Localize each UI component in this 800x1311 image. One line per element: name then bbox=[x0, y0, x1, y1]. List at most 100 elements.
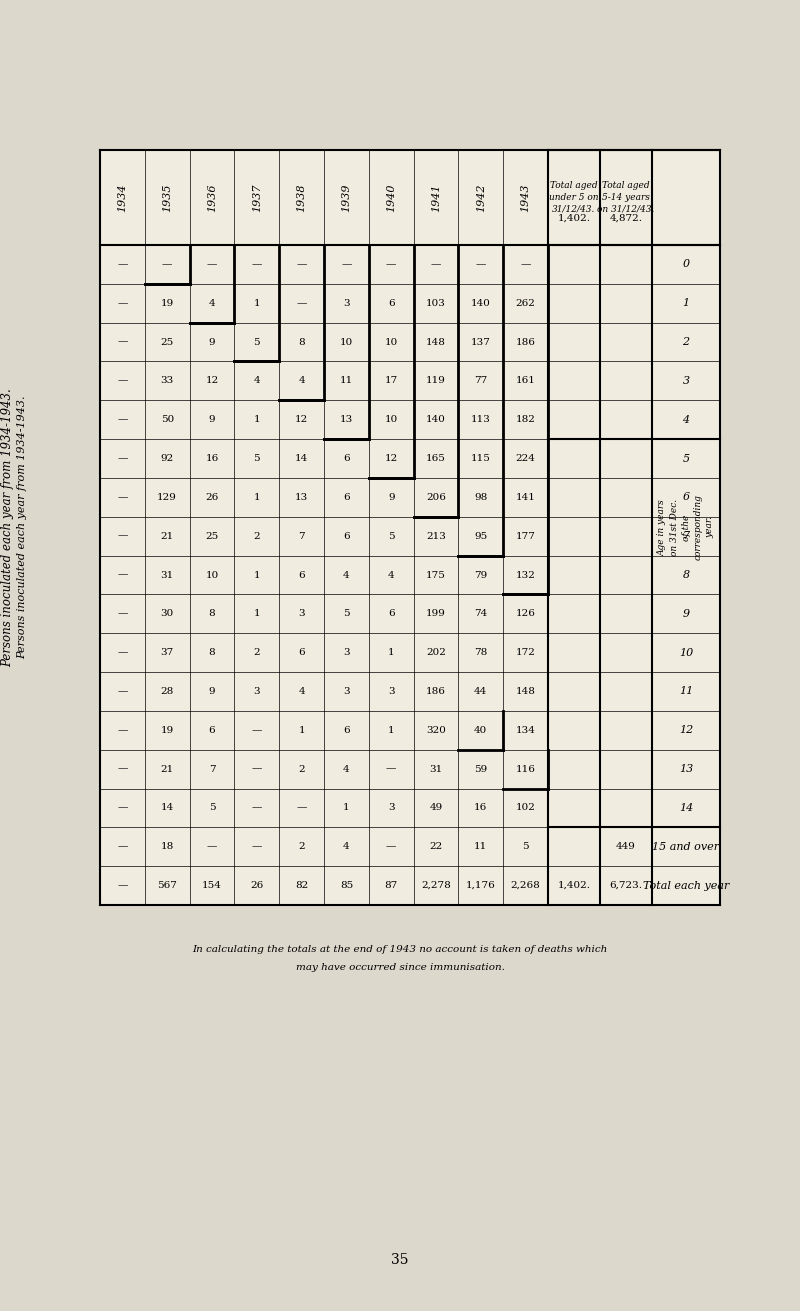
Text: —: — bbox=[118, 493, 127, 502]
Text: 1943: 1943 bbox=[521, 184, 530, 212]
Text: 3: 3 bbox=[298, 610, 305, 619]
Text: 2: 2 bbox=[298, 764, 305, 773]
Text: 10: 10 bbox=[340, 337, 353, 346]
Text: 224: 224 bbox=[516, 454, 535, 463]
Text: 14: 14 bbox=[679, 802, 693, 813]
Text: 5: 5 bbox=[343, 610, 350, 619]
Text: 6: 6 bbox=[343, 726, 350, 734]
Text: 10: 10 bbox=[385, 416, 398, 425]
Text: 44: 44 bbox=[474, 687, 487, 696]
Text: 2,268: 2,268 bbox=[510, 881, 541, 890]
Text: 119: 119 bbox=[426, 376, 446, 385]
Text: 8: 8 bbox=[682, 570, 690, 579]
Text: 182: 182 bbox=[516, 416, 535, 425]
Text: —: — bbox=[521, 260, 530, 269]
Text: —: — bbox=[386, 764, 396, 773]
Text: 4: 4 bbox=[298, 376, 305, 385]
Text: 3: 3 bbox=[388, 687, 394, 696]
Text: 1,402.: 1,402. bbox=[558, 214, 590, 223]
Text: —: — bbox=[431, 260, 441, 269]
Text: —: — bbox=[252, 804, 262, 813]
Text: 9: 9 bbox=[209, 687, 215, 696]
Text: 85: 85 bbox=[340, 881, 353, 890]
Text: 4: 4 bbox=[343, 764, 350, 773]
Text: 3: 3 bbox=[388, 804, 394, 813]
Text: 3: 3 bbox=[682, 376, 690, 385]
Text: —: — bbox=[118, 299, 127, 308]
Text: 30: 30 bbox=[161, 610, 174, 619]
Text: 6: 6 bbox=[343, 493, 350, 502]
Text: 186: 186 bbox=[516, 337, 535, 346]
Text: 77: 77 bbox=[474, 376, 487, 385]
Text: —: — bbox=[118, 610, 127, 619]
Text: 13: 13 bbox=[679, 764, 693, 773]
Text: —: — bbox=[118, 804, 127, 813]
Text: 33: 33 bbox=[161, 376, 174, 385]
Text: 78: 78 bbox=[474, 648, 487, 657]
Text: 3: 3 bbox=[343, 299, 350, 308]
Text: 10: 10 bbox=[206, 570, 218, 579]
Text: 4,872.: 4,872. bbox=[610, 214, 642, 223]
Text: 21: 21 bbox=[161, 532, 174, 540]
Text: 186: 186 bbox=[426, 687, 446, 696]
Text: 95: 95 bbox=[474, 532, 487, 540]
Text: 5: 5 bbox=[254, 337, 260, 346]
Text: 11: 11 bbox=[474, 842, 487, 851]
Text: 206: 206 bbox=[426, 493, 446, 502]
Text: 1: 1 bbox=[682, 298, 690, 308]
Text: 31: 31 bbox=[161, 570, 174, 579]
Text: —: — bbox=[118, 260, 127, 269]
Text: 14: 14 bbox=[295, 454, 308, 463]
Text: 31: 31 bbox=[430, 764, 442, 773]
Text: Total each year: Total each year bbox=[643, 881, 729, 890]
Text: —: — bbox=[118, 764, 127, 773]
Text: 12: 12 bbox=[295, 416, 308, 425]
Text: —: — bbox=[252, 842, 262, 851]
Text: 141: 141 bbox=[516, 493, 535, 502]
Text: 154: 154 bbox=[202, 881, 222, 890]
Text: 7: 7 bbox=[209, 764, 215, 773]
Text: —: — bbox=[386, 260, 396, 269]
Text: 74: 74 bbox=[474, 610, 487, 619]
Text: Persons inoculated each year from 1934-1943.: Persons inoculated each year from 1934-1… bbox=[17, 396, 27, 659]
Text: 2: 2 bbox=[298, 842, 305, 851]
Text: 3: 3 bbox=[343, 687, 350, 696]
Text: 6: 6 bbox=[388, 299, 394, 308]
Text: 148: 148 bbox=[516, 687, 535, 696]
Text: 1936: 1936 bbox=[207, 184, 217, 212]
Text: 22: 22 bbox=[430, 842, 442, 851]
Text: may have occurred since immunisation.: may have occurred since immunisation. bbox=[295, 964, 505, 973]
Text: —: — bbox=[476, 260, 486, 269]
Text: 9: 9 bbox=[209, 337, 215, 346]
Text: —: — bbox=[118, 454, 127, 463]
Text: 1934: 1934 bbox=[118, 184, 127, 212]
Text: 49: 49 bbox=[430, 804, 442, 813]
Text: —: — bbox=[297, 804, 306, 813]
Text: 5: 5 bbox=[682, 454, 690, 464]
Text: 13: 13 bbox=[295, 493, 308, 502]
Text: 92: 92 bbox=[161, 454, 174, 463]
Text: 148: 148 bbox=[426, 337, 446, 346]
Text: 4: 4 bbox=[209, 299, 215, 308]
Text: 14: 14 bbox=[161, 804, 174, 813]
Text: 5: 5 bbox=[388, 532, 394, 540]
Text: 13: 13 bbox=[340, 416, 353, 425]
Text: —: — bbox=[207, 260, 217, 269]
Text: 1939: 1939 bbox=[342, 184, 351, 212]
Text: 320: 320 bbox=[426, 726, 446, 734]
Text: 12: 12 bbox=[206, 376, 218, 385]
Text: —: — bbox=[252, 764, 262, 773]
Text: 6: 6 bbox=[388, 610, 394, 619]
Text: 21: 21 bbox=[161, 764, 174, 773]
Text: 3: 3 bbox=[254, 687, 260, 696]
Text: 26: 26 bbox=[250, 881, 263, 890]
Text: 1: 1 bbox=[254, 416, 260, 425]
Text: 4: 4 bbox=[343, 570, 350, 579]
Text: 19: 19 bbox=[161, 299, 174, 308]
Text: —: — bbox=[162, 260, 172, 269]
Text: 4: 4 bbox=[298, 687, 305, 696]
Text: 8: 8 bbox=[209, 610, 215, 619]
Text: 8: 8 bbox=[209, 648, 215, 657]
Text: 12: 12 bbox=[385, 454, 398, 463]
Text: 40: 40 bbox=[474, 726, 487, 734]
